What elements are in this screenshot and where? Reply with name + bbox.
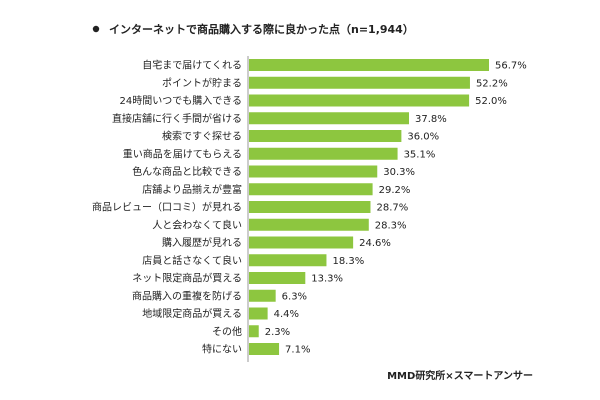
bar bbox=[249, 76, 470, 89]
bar bbox=[249, 218, 369, 231]
bars-group: 自宅まで届けてくれる 56.7% ポイントが貯まる 52.2% 24時間いつでも購入でき… bbox=[92, 59, 527, 356]
category-label: 重い商品を届けてもらえる bbox=[123, 147, 242, 160]
bar bbox=[249, 236, 354, 249]
value-label: 30.3% bbox=[383, 167, 415, 178]
category-label: 色んな商品と比較できる bbox=[132, 165, 242, 178]
bar bbox=[249, 289, 276, 302]
category-label: 自宅まで届けてくれる bbox=[142, 59, 242, 72]
value-label: 24.6% bbox=[359, 238, 391, 249]
category-label: 商品レビュー（口コミ）が見れる bbox=[92, 201, 242, 214]
category-label: 店舗より品揃えが豊富 bbox=[142, 183, 242, 196]
bar bbox=[249, 147, 398, 160]
value-label: 56.7% bbox=[495, 61, 527, 72]
value-label: 2.3% bbox=[265, 327, 290, 338]
bar bbox=[249, 307, 268, 320]
value-label: 6.3% bbox=[282, 291, 307, 302]
bar bbox=[249, 183, 373, 196]
value-label: 4.4% bbox=[274, 309, 299, 320]
bar bbox=[249, 130, 402, 142]
chart-title: インターネットで商品購入する際に良かった点（n=1,944） bbox=[109, 22, 414, 36]
value-label: 28.7% bbox=[376, 203, 408, 214]
category-label: 商品購入の重複を防げる bbox=[132, 289, 242, 302]
bar bbox=[249, 254, 327, 267]
bar bbox=[249, 94, 470, 107]
category-label: 購入履歴が見れる bbox=[162, 236, 242, 249]
category-label: ポイントが貯まる bbox=[162, 76, 242, 89]
category-label: ネット限定商品が買える bbox=[132, 272, 242, 285]
value-label: 13.3% bbox=[311, 274, 343, 285]
bar bbox=[249, 165, 378, 178]
category-label: 検索ですぐ探せる bbox=[162, 130, 242, 143]
value-label: 36.0% bbox=[407, 132, 439, 143]
source-credit: MMD研究所×スマートアンサー bbox=[387, 369, 533, 382]
bar bbox=[249, 343, 280, 355]
bar bbox=[249, 112, 409, 125]
value-label: 52.2% bbox=[476, 78, 508, 89]
bar bbox=[249, 201, 371, 213]
bar bbox=[249, 59, 489, 71]
category-label: 地域限定商品が買える bbox=[142, 307, 242, 320]
category-label: 直接店舗に行く手間が省ける bbox=[112, 112, 242, 125]
category-label: 24時間いつでも購入できる bbox=[119, 94, 242, 107]
category-label: その他 bbox=[212, 325, 242, 338]
title-bullet bbox=[92, 25, 100, 33]
value-label: 18.3% bbox=[332, 256, 364, 267]
bar bbox=[249, 325, 259, 338]
bar bbox=[249, 272, 306, 284]
category-label: 人と会わなくて良い bbox=[152, 218, 242, 231]
value-label: 37.8% bbox=[415, 114, 447, 125]
category-label: 店員と話さなくて良い bbox=[142, 254, 242, 267]
value-label: 52.0% bbox=[475, 96, 507, 107]
value-label: 35.1% bbox=[404, 149, 436, 160]
value-label: 29.2% bbox=[379, 185, 411, 196]
value-label: 7.1% bbox=[285, 345, 310, 356]
value-label: 28.3% bbox=[375, 220, 407, 231]
category-label: 特にない bbox=[202, 344, 242, 356]
